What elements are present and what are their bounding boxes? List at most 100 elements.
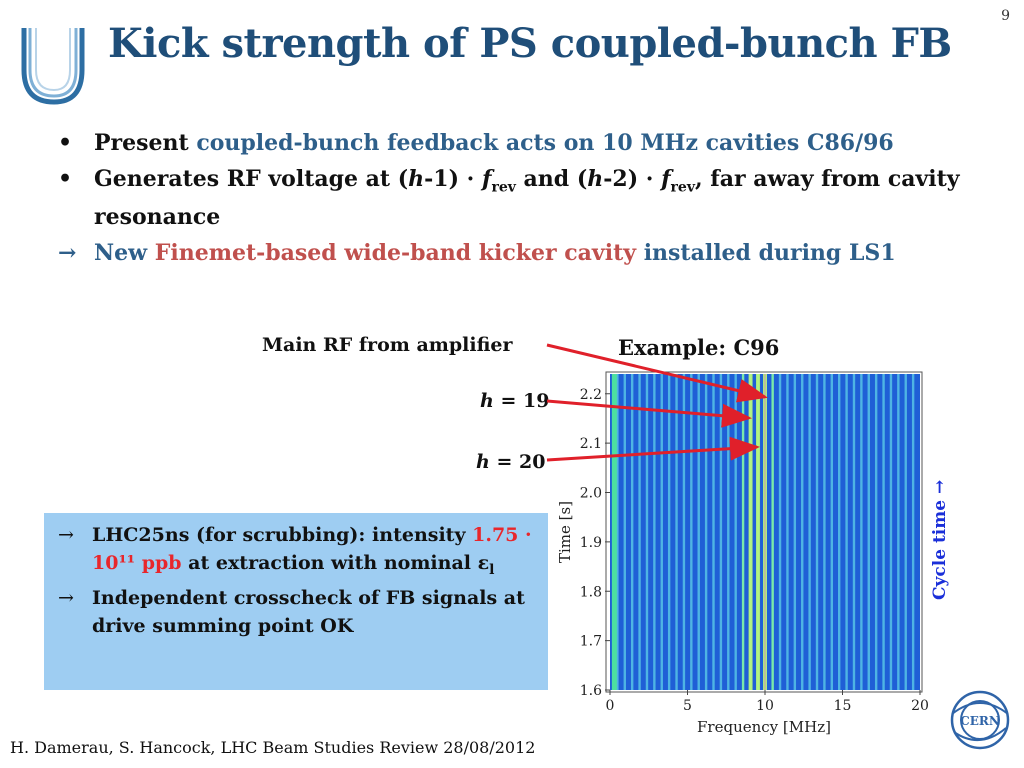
harmonic-line — [638, 374, 641, 690]
info-text: at extraction with nominal ε — [181, 552, 490, 574]
x-tick-label: 5 — [683, 698, 692, 714]
callout-main-rf: Main RF from amplifier — [262, 334, 513, 356]
y-tick-label: 1.9 — [580, 535, 602, 551]
math-var: h — [476, 451, 490, 473]
harmonic-line — [616, 374, 619, 690]
bullet-text: installed during LS1 — [636, 240, 896, 267]
harmonic-line — [630, 374, 634, 690]
callout-h19: h = 19 — [480, 390, 549, 412]
x-tick-label: 15 — [834, 698, 852, 714]
harmonic-line — [653, 374, 656, 690]
harmonic-line — [837, 374, 841, 690]
harmonic-line — [682, 374, 686, 690]
bullet-text: , far away from cavity resonance — [94, 166, 960, 231]
harmonic-line — [741, 374, 745, 690]
math-var: h — [587, 166, 604, 192]
y-tick-label: 2.2 — [580, 387, 602, 403]
x-tick-label: 20 — [911, 698, 929, 714]
harmonic-line — [660, 374, 663, 690]
callout-text: = 19 — [493, 390, 550, 412]
bullet-text: Present — [94, 130, 197, 156]
x-axis-label: Frequency [MHz] — [697, 718, 831, 736]
u-logo-icon — [21, 28, 85, 105]
harmonic-line — [845, 374, 848, 690]
y-axis-label: Time [s] — [556, 501, 574, 563]
harmonic-line — [667, 374, 671, 690]
bullet-highlight: Finemet-based wide-band kicker cavity — [154, 240, 637, 267]
math-sub: rev — [670, 179, 695, 196]
footer-citation: H. Damerau, S. Hancock, LHC Beam Studies… — [10, 738, 536, 757]
harmonic-line — [860, 374, 863, 690]
harmonic-line — [697, 374, 700, 690]
math-sub: rev — [491, 179, 516, 196]
bullet-marker: • — [58, 166, 73, 192]
arrow-marker: → — [58, 240, 77, 267]
harmonic-line — [712, 374, 715, 690]
math-var: h — [408, 166, 425, 192]
bullet-text: New — [94, 240, 155, 267]
math-var: f — [661, 166, 671, 192]
bullet-text: -1) · — [424, 166, 482, 192]
harmonic-line — [793, 374, 797, 690]
plot-area — [610, 374, 920, 690]
harmonic-line — [889, 374, 893, 690]
cern-logo-text: CERN — [960, 714, 1000, 728]
harmonic-line — [623, 374, 626, 690]
harmonic-line — [897, 374, 900, 690]
bullet-highlight: coupled-bunch feedback acts on 10 MHz ca… — [196, 130, 894, 156]
arrow-marker: → — [58, 586, 74, 609]
bullet-text: Generates RF voltage at ( — [94, 166, 409, 192]
callout-text: = 20 — [489, 451, 546, 473]
harmonic-line — [852, 374, 856, 690]
highlight-line — [748, 374, 753, 690]
callout-h20: h = 20 — [476, 451, 545, 473]
bullet-text: -2) · — [603, 166, 662, 192]
info-item: → LHC25ns (for scrubbing): intensity 1.7… — [56, 521, 536, 584]
math-var: f — [481, 166, 492, 192]
harmonic-line — [704, 374, 708, 690]
harmonic-line — [904, 374, 907, 690]
harmonic-line — [823, 374, 826, 690]
harmonic-line — [771, 374, 774, 690]
harmonic-line — [645, 374, 649, 690]
slide-number: 9 — [1001, 8, 1010, 24]
math-sub: l — [489, 561, 495, 578]
harmonic-line — [734, 374, 737, 690]
info-item: → Independent crosscheck of FB signals a… — [56, 584, 536, 640]
harmonic-line — [815, 374, 819, 690]
bullet-item: • Generates RF voltage at (h-1) · frev a… — [50, 164, 990, 232]
bullet-marker: • — [58, 130, 73, 156]
cern-logo-icon: CERN — [950, 690, 1010, 750]
y-tick-label: 1.7 — [580, 634, 602, 650]
info-text: Independent crosscheck of FB signals at … — [92, 586, 525, 637]
y-tick-label: 1.6 — [580, 683, 602, 699]
harmonic-line — [911, 374, 915, 690]
y-tick-label: 2.0 — [580, 486, 602, 502]
harmonic-line — [830, 374, 834, 690]
arrow-marker: → — [58, 524, 74, 546]
highlight-line — [756, 374, 761, 690]
harmonic-line — [727, 374, 730, 690]
info-text: LHC25ns (for scrubbing): intensity — [92, 524, 473, 546]
math-var: h — [480, 390, 494, 412]
harmonic-line — [801, 374, 804, 690]
example-label: Example: C96 — [618, 335, 780, 360]
harmonic-line — [675, 374, 678, 690]
intensity-value: 1.75 · 10¹¹ ppb — [92, 524, 532, 574]
x-tick-label: 10 — [756, 698, 774, 714]
harmonic-line — [786, 374, 789, 690]
slide-title: Kick strength of PS coupled-bunch FB — [108, 20, 952, 67]
bullet-item: → New Finemet-based wide-band kicker cav… — [50, 238, 990, 268]
harmonic-line — [874, 374, 878, 690]
info-box: → LHC25ns (for scrubbing): intensity 1.7… — [44, 513, 548, 690]
harmonic-line — [882, 374, 885, 690]
y-tick-label: 1.8 — [580, 584, 602, 600]
dc-line — [611, 374, 617, 690]
spectrogram-chart: 0 5 10 15 20 1.6 1.7 1.8 1.9 2.0 2.1 2.2 Frequency … — [556, 371, 929, 736]
cycle-time-label: Cycle time → — [930, 479, 950, 600]
harmonic-line — [867, 374, 870, 690]
bullet-text: and ( — [515, 166, 588, 192]
harmonic-line — [690, 374, 693, 690]
x-tick-label: 0 — [606, 698, 615, 714]
harmonic-line — [778, 374, 782, 690]
